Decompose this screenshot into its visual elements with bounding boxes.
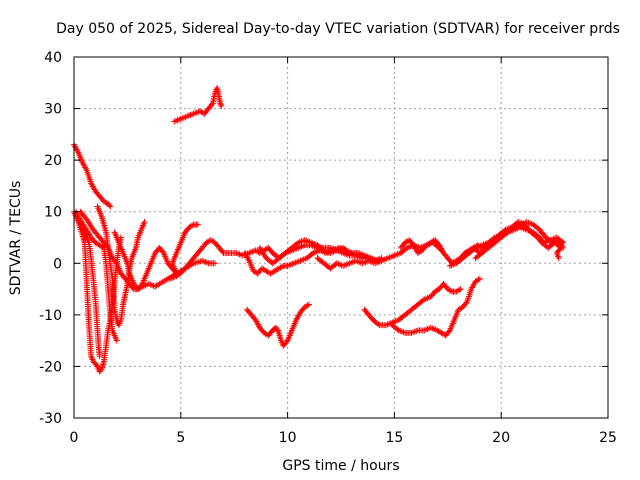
- data-point: [106, 202, 113, 209]
- y-axis-label: SDTVAR / TECUs: [8, 181, 24, 296]
- data-point: [462, 300, 469, 307]
- series-track-d: [75, 213, 120, 344]
- data-point: [457, 286, 464, 293]
- data-point: [217, 101, 224, 108]
- data-point: [456, 286, 463, 293]
- x-tick-label: 25: [599, 430, 617, 446]
- data-point: [476, 275, 483, 282]
- x-tick-label: 10: [279, 430, 297, 446]
- series-track-s: [389, 275, 483, 339]
- data-point: [194, 221, 201, 228]
- data-point: [141, 219, 148, 226]
- data-point: [97, 367, 104, 374]
- data-point: [107, 203, 114, 210]
- series-track-f: [94, 203, 148, 329]
- y-tick-label: 30: [44, 102, 62, 118]
- x-axis-label: GPS time / hours: [282, 458, 399, 474]
- data-point: [475, 276, 482, 283]
- data-point: [208, 101, 215, 108]
- data-point: [138, 282, 145, 289]
- data-point: [113, 337, 120, 344]
- data-point: [447, 287, 454, 294]
- data-point: [558, 238, 565, 245]
- data-point: [112, 258, 119, 265]
- data-point: [304, 302, 311, 309]
- data-point: [93, 362, 100, 369]
- y-tick-label: -10: [39, 308, 62, 324]
- grid: [74, 57, 608, 418]
- data-point: [96, 353, 103, 360]
- data-point: [155, 281, 162, 288]
- y-tick-label: -20: [39, 359, 62, 375]
- data-point: [352, 252, 359, 259]
- y-tick-label: 0: [53, 256, 62, 272]
- axis-ticks: [73, 56, 609, 419]
- data-point: [211, 260, 218, 267]
- x-tick-label: 0: [70, 430, 79, 446]
- data-point: [278, 263, 285, 270]
- data-point: [375, 321, 382, 328]
- data-point: [189, 222, 196, 229]
- data-point: [560, 239, 567, 246]
- data-point: [445, 328, 452, 335]
- plot-frame: [73, 56, 609, 419]
- y-tick-label: 20: [44, 153, 62, 169]
- y-tick-label: 40: [44, 50, 62, 66]
- data-point: [555, 255, 562, 262]
- series-track-r: [361, 280, 464, 329]
- x-tick-label: 15: [385, 430, 403, 446]
- series-track-g: [111, 221, 201, 293]
- series-track-p: [171, 84, 225, 125]
- data-point: [159, 248, 166, 255]
- data-point: [273, 326, 280, 333]
- series-track-o: [472, 224, 567, 262]
- data-point: [305, 301, 312, 308]
- series-track-j: [256, 237, 359, 267]
- chart-title: Day 050 of 2025, Sidereal Day-to-day VTE…: [56, 21, 620, 37]
- x-tick-label: 5: [176, 430, 185, 446]
- data-point: [217, 100, 224, 107]
- data-point: [218, 102, 225, 109]
- data-point: [219, 248, 226, 255]
- y-tick-label: -30: [39, 411, 62, 427]
- y-tick-label: 10: [44, 205, 62, 221]
- tick-labels: 0 5 10 15 20 25 -30 -20 -10 0 10 20 30 40: [39, 50, 617, 446]
- series-track-q: [244, 301, 312, 349]
- x-tick-label: 20: [492, 430, 510, 446]
- data-point: [283, 338, 290, 345]
- data-points: [71, 84, 567, 375]
